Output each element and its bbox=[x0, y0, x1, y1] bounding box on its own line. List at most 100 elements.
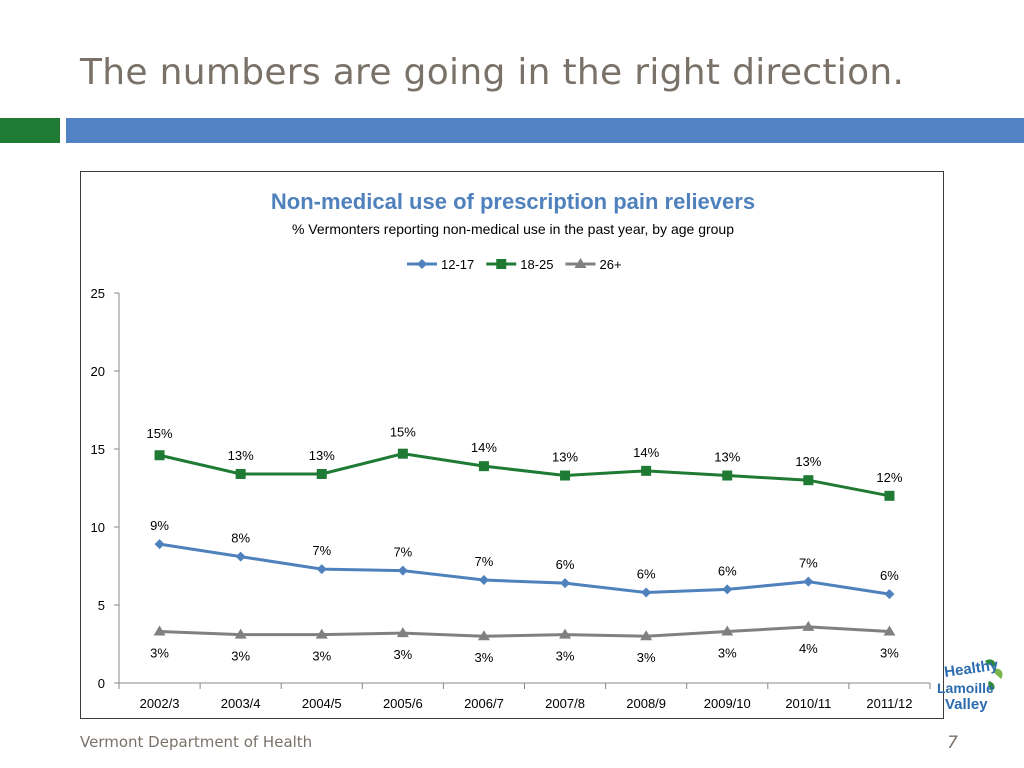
data-label: 3% bbox=[718, 646, 737, 661]
data-point bbox=[574, 258, 587, 268]
x-tick-label: 2003/4 bbox=[221, 696, 261, 711]
data-label: 7% bbox=[393, 545, 412, 560]
data-point bbox=[722, 470, 733, 481]
x-tick-label: 2002/3 bbox=[140, 696, 180, 711]
data-label: 3% bbox=[150, 646, 169, 661]
data-label: 13% bbox=[795, 454, 821, 469]
y-tick-label: 10 bbox=[91, 520, 105, 535]
series-12-17: 9% 8% 7% 7% 7% 6% 6% 6% 7% 6% bbox=[150, 518, 899, 600]
legend-label: 18-25 bbox=[520, 257, 553, 272]
chart-frame: Non-medical use of prescription pain rel… bbox=[80, 171, 944, 719]
svg-text:Valley: Valley bbox=[945, 696, 988, 713]
x-tick-label: 2007/8 bbox=[545, 696, 585, 711]
slide-title: The numbers are going in the right direc… bbox=[80, 52, 905, 93]
data-point bbox=[559, 628, 572, 639]
data-label: 3% bbox=[880, 646, 899, 661]
series-line bbox=[159, 542, 890, 596]
x-tick-label: 2005/6 bbox=[383, 696, 423, 711]
x-tick-label: 2006/7 bbox=[464, 696, 504, 711]
data-point bbox=[235, 551, 246, 562]
data-label: 6% bbox=[718, 563, 737, 578]
data-point bbox=[560, 470, 571, 481]
legend-entry-12-17: 12-17 bbox=[407, 257, 474, 272]
data-label: 7% bbox=[312, 543, 331, 558]
data-label: 6% bbox=[880, 568, 899, 583]
data-point bbox=[397, 448, 408, 459]
data-point bbox=[153, 625, 166, 636]
page-number: 7 bbox=[947, 733, 958, 753]
svg-text:Healthy: Healthy bbox=[943, 656, 1000, 680]
chart-axes: 0 5 10 15 20 25 2002/3 2003/4 2004/5 2005/6 2006/7… bbox=[91, 286, 931, 711]
legend-label: 26+ bbox=[600, 257, 622, 272]
data-point bbox=[235, 468, 246, 479]
x-tick-label: 2004/5 bbox=[302, 696, 342, 711]
data-label: 3% bbox=[475, 650, 494, 665]
chart-title: Non-medical use of prescription pain rel… bbox=[271, 189, 755, 214]
data-point bbox=[154, 450, 165, 461]
data-point bbox=[316, 468, 327, 479]
legend-entry-18-25: 18-25 bbox=[486, 257, 554, 272]
data-point bbox=[803, 576, 814, 587]
data-label: 6% bbox=[556, 557, 575, 572]
data-label: 15% bbox=[390, 425, 416, 440]
data-point bbox=[721, 625, 734, 636]
data-point bbox=[802, 620, 815, 631]
data-label: 8% bbox=[231, 531, 250, 546]
chart-subtitle: % Vermonters reporting non-medical use i… bbox=[292, 221, 734, 237]
data-point bbox=[884, 490, 895, 501]
data-label: 3% bbox=[393, 647, 412, 662]
x-tick-label: 2011/12 bbox=[866, 696, 912, 711]
data-point bbox=[560, 578, 571, 589]
data-point bbox=[315, 628, 328, 639]
data-point bbox=[478, 461, 489, 472]
x-tick-label: 2010/11 bbox=[785, 696, 831, 711]
data-label: 3% bbox=[556, 649, 575, 664]
data-point bbox=[417, 259, 427, 269]
data-point bbox=[316, 564, 327, 575]
data-point bbox=[477, 630, 490, 641]
data-point bbox=[397, 565, 408, 576]
data-label: 3% bbox=[231, 649, 250, 664]
data-label: 7% bbox=[475, 554, 494, 569]
y-tick-label: 25 bbox=[91, 286, 105, 301]
accent-bar-green bbox=[0, 118, 60, 143]
y-tick-label: 15 bbox=[91, 442, 105, 457]
data-point bbox=[496, 259, 507, 269]
legend-label: 12-17 bbox=[441, 257, 474, 272]
svg-text:Lamoille: Lamoille bbox=[937, 680, 994, 696]
data-label: 14% bbox=[633, 445, 659, 460]
data-label: 3% bbox=[637, 650, 656, 665]
data-point bbox=[478, 575, 489, 586]
data-label: 13% bbox=[714, 450, 740, 465]
data-label: 3% bbox=[312, 649, 331, 664]
y-tick-label: 20 bbox=[91, 364, 105, 379]
x-tick-label: 2009/10 bbox=[704, 696, 751, 711]
series-18-25: 15% 13% 13% 15% 14% 13% 14% 13% 13% 12% bbox=[147, 425, 903, 501]
data-point bbox=[641, 587, 652, 598]
data-point bbox=[803, 475, 814, 486]
data-point bbox=[641, 465, 652, 476]
x-tick-label: 2008/9 bbox=[626, 696, 666, 711]
footer-organization: Vermont Department of Health bbox=[80, 733, 313, 751]
legend-entry-26+: 26+ bbox=[565, 257, 622, 272]
data-point bbox=[234, 628, 247, 639]
data-label: 4% bbox=[799, 641, 818, 656]
data-label: 6% bbox=[637, 567, 656, 582]
series-26+: 3% 3% 3% 3% 3% 3% 3% 3% 4% 3% bbox=[150, 620, 899, 665]
data-point bbox=[883, 625, 896, 636]
data-label: 15% bbox=[147, 426, 173, 441]
data-label: 13% bbox=[309, 448, 335, 463]
line-chart: Non-medical use of prescription pain rel… bbox=[91, 189, 931, 711]
data-label: 13% bbox=[552, 450, 578, 465]
data-point bbox=[722, 584, 733, 595]
y-tick-label: 5 bbox=[98, 598, 105, 613]
data-label: 12% bbox=[876, 470, 902, 485]
data-point bbox=[640, 630, 653, 641]
y-tick-label: 0 bbox=[98, 676, 105, 691]
data-label: 14% bbox=[471, 440, 497, 455]
data-label: 9% bbox=[150, 518, 169, 533]
chart-plot-area: 9% 8% 7% 7% 7% 6% 6% 6% 7% 6% 15% 13% 13% 15% 14% 13% 14… bbox=[147, 425, 903, 666]
data-point bbox=[396, 627, 409, 638]
healthy-lamoille-valley-logo: Healthy Lamoille Valley bbox=[937, 656, 1003, 713]
data-point bbox=[884, 589, 895, 600]
